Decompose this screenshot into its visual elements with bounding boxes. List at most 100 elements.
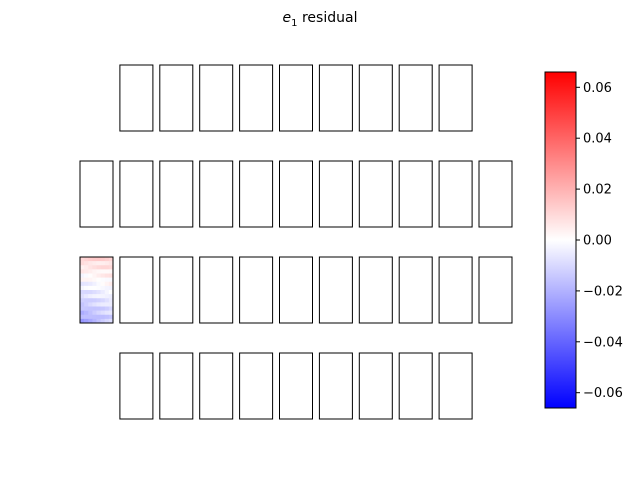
colorbar-tick-label: −0.04 [583, 335, 623, 350]
sensor-panel [478, 160, 513, 228]
heatmap-cell [96, 302, 101, 307]
heatmap-cell [92, 261, 97, 266]
heatmap-cell [80, 290, 85, 295]
sensor-panel [279, 256, 313, 324]
heatmap-cell [108, 310, 114, 316]
colorbar-tick-label: 0.00 [583, 234, 612, 249]
heatmap-cell [88, 298, 93, 303]
sensor-panel [398, 352, 433, 420]
colorbar-tick-label: 0.02 [583, 183, 612, 198]
heatmap-cell [92, 314, 97, 320]
sensor-panel [79, 160, 114, 228]
colorbar-tick-label: 0.06 [583, 81, 612, 96]
title-symbol: e [283, 10, 292, 26]
heatmap-cell [80, 302, 85, 307]
heatmap-cell [84, 310, 89, 316]
sensor-panel [398, 64, 433, 132]
heatmap-cell [84, 273, 89, 278]
sensor-panel [119, 256, 154, 324]
chart-title: e1 residual [283, 10, 358, 29]
heatmap-cell [100, 281, 106, 287]
colorbar-ticks: 0.06 0.04 0.02 0.00 −0.02 −0.04 −0.06 [576, 81, 623, 401]
sensor-panel [159, 160, 194, 228]
heatmap-cell [88, 314, 93, 320]
heatmap-cell [108, 261, 114, 266]
heatmap-cell [96, 269, 101, 274]
sensor-panel [318, 64, 353, 132]
heatmap-cell [96, 285, 101, 291]
sensor-panel [119, 352, 154, 420]
heatmap-cell [100, 257, 106, 262]
heatmap-cell [108, 318, 114, 324]
heatmap-cell [100, 310, 106, 316]
heatmap-cell [80, 298, 85, 303]
heatmap-cell [84, 302, 89, 307]
sensor-panel [318, 256, 353, 324]
heatmap-cell [100, 314, 106, 320]
heatmap-cell [84, 294, 89, 299]
sensor-panel [239, 256, 274, 324]
heatmap-cell [108, 290, 114, 295]
heatmap-cell [80, 285, 85, 291]
heatmap-cell [100, 285, 106, 291]
heatmap-cell [88, 290, 93, 295]
heatmap-cell [88, 285, 93, 291]
sensor-panels [79, 64, 513, 420]
heatmap-cell [100, 277, 106, 283]
heatmap-cell [96, 298, 101, 303]
heatmap-cell [96, 318, 101, 324]
sensor-panel [199, 64, 234, 132]
heatmap-cell [80, 277, 85, 283]
heatmap-cell [104, 277, 110, 283]
title-subscript: 1 [291, 18, 297, 29]
heatmap-cell [104, 261, 110, 266]
heatmap-cell [108, 302, 114, 307]
heatmap-cell [92, 285, 97, 291]
heatmap-cell [88, 273, 93, 278]
sensor-panel [239, 64, 274, 132]
heatmap-cell [96, 265, 101, 270]
heatmap-cell [80, 273, 85, 278]
colorbar-tick-label: 0.04 [583, 132, 612, 147]
heatmap-cell [84, 290, 89, 295]
sensor-panel [79, 256, 114, 324]
heatmap-cell [100, 269, 106, 274]
sensor-panel [438, 64, 473, 132]
heatmap-cell [104, 257, 110, 262]
heatmap-cell [108, 285, 114, 291]
heatmap-cell [96, 310, 101, 316]
heatmap-cell [108, 273, 114, 278]
heatmap-cell [104, 290, 110, 295]
heatmap-cell [104, 269, 110, 274]
colorbar-tick-label: −0.02 [583, 284, 623, 299]
heatmap-cell [80, 318, 85, 324]
heatmap-cell [108, 294, 114, 299]
heatmap-cell [100, 273, 106, 278]
heatmap-cell [88, 265, 93, 270]
sensor-panel [199, 160, 234, 228]
heatmap-cell [84, 298, 89, 303]
heatmap-cell [92, 281, 97, 287]
colorbar: 0.06 0.04 0.02 0.00 −0.02 −0.04 −0.06 [544, 71, 623, 409]
sensor-panel [239, 352, 274, 420]
sensor-panel [438, 352, 473, 420]
heatmap-cell [96, 277, 101, 283]
heatmap-cell [80, 294, 85, 299]
sensor-panel [358, 64, 393, 132]
heatmap-cell [92, 273, 97, 278]
heatmap-cell [80, 257, 85, 262]
sensor-panel [358, 256, 393, 324]
sensor-panel [159, 64, 194, 132]
heatmap-cell [100, 298, 106, 303]
heatmap-cell [84, 314, 89, 320]
heatmap-cell [104, 265, 110, 270]
heatmap-cell [100, 290, 106, 295]
heatmap-cell [92, 306, 97, 311]
heatmap-cell [96, 306, 101, 311]
sensor-panel [279, 64, 313, 132]
heatmap-cell [84, 269, 89, 274]
sensor-panel [119, 160, 154, 228]
heatmap-cell [80, 306, 85, 311]
sensor-panel [358, 160, 393, 228]
heatmap-cell [108, 314, 114, 320]
